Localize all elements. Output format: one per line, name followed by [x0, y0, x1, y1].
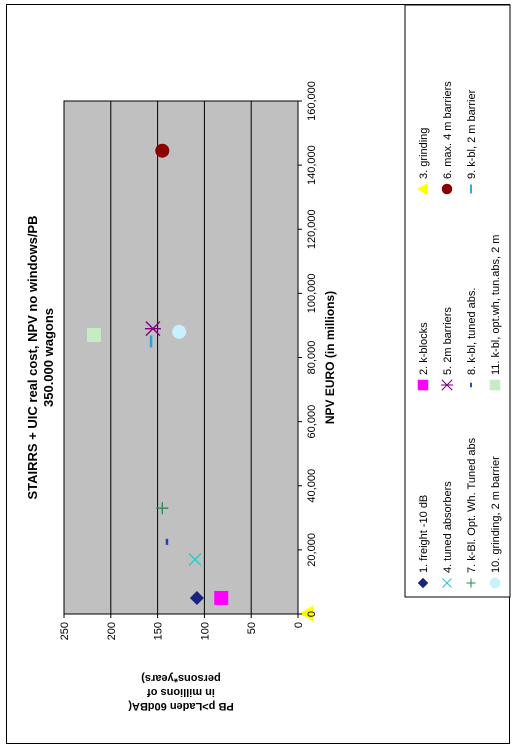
legend-marker — [417, 183, 428, 195]
chart-title: STAIRRS + UIC real cost, NPV no windows/… — [25, 215, 40, 499]
legend-marker — [441, 379, 453, 391]
legend-entry-10: 10. grinding, 2 m barrier — [489, 456, 502, 589]
legend-label: 6. max. 4 m barriers — [442, 81, 454, 179]
legend-label: 10. grinding, 2 m barrier — [490, 456, 502, 573]
x-tick-label: 160,000 — [306, 81, 318, 121]
data-point-2 — [214, 590, 229, 605]
y-tick-label: 50 — [246, 622, 258, 634]
y-axis-label: PB p>Laden 60dBA(in millions ofpersons*y… — [128, 672, 234, 712]
legend-entry-7: 7. k-Bl. Opt. Wh. Tuned abs — [466, 437, 478, 588]
legend-entry-1: 1. freight -10 dB — [417, 495, 430, 589]
data-point-10 — [172, 324, 187, 339]
data-point-11 — [86, 328, 101, 343]
data-markers — [86, 143, 314, 622]
y-tick-label: 150 — [153, 622, 165, 640]
legend-entry-9: 9. k-bl, 2 m barrier — [466, 89, 478, 194]
x-tick-label: 0 — [306, 611, 318, 617]
chart-subtitle: 350.000 wagons — [41, 308, 56, 407]
legend-marker — [489, 379, 501, 391]
data-point-4 — [188, 552, 202, 567]
x-axis-label: NPV EURO (in millions) — [323, 291, 337, 424]
x-tick-label: 20,000 — [306, 533, 318, 567]
legend-marker — [441, 183, 453, 195]
y-axis-ticks: 0 50 100 150 200 250 — [59, 614, 305, 640]
legend-label: 5. 2m barriers — [442, 307, 454, 375]
data-point-1 — [189, 590, 204, 605]
x-tick-label: 40,000 — [306, 469, 318, 503]
x-tick-label: 80,000 — [306, 341, 318, 375]
legend-entry-3: 3. grinding — [417, 128, 430, 195]
legend-label: 7. k-Bl. Opt. Wh. Tuned abs — [466, 437, 478, 573]
legend-marker — [466, 578, 476, 588]
plot-area — [63, 100, 299, 615]
x-axis-ticks: 0 20,000 40,000 60,000 80,000 100,000 120,000 1… — [298, 81, 318, 617]
legend-entry-4: 4. tuned absorbers — [442, 481, 454, 588]
x-tick-label: 140,000 — [306, 145, 318, 185]
legend-label: 3. grinding — [418, 128, 430, 179]
legend-entry-2: 2. k-blocks — [417, 322, 430, 391]
y-tick-label: 250 — [59, 622, 71, 640]
y-tick-label: 100 — [199, 622, 211, 640]
legend-marker — [417, 379, 429, 391]
y-tick-label: 0 — [293, 622, 305, 628]
legend-entry-5: 5. 2m barriers — [441, 307, 454, 391]
y-tick-label: 200 — [106, 622, 118, 640]
y-axis-label-text: PB p>Laden 60dBA(in millions ofpersons*y… — [128, 672, 234, 712]
data-point-5 — [144, 321, 161, 337]
x-tick-label: 120,000 — [306, 209, 318, 249]
legend-label: 8. k-bl, tuned abs. — [466, 288, 478, 375]
legend-entry-8: 8. k-bl, tuned abs. — [466, 288, 478, 388]
legend — [404, 4, 511, 598]
legend-entry-6: 6. max. 4 m barriers — [441, 81, 454, 195]
data-point-3 — [299, 605, 314, 622]
legend-label: 1. freight -10 dB — [418, 495, 430, 573]
data-point-6 — [155, 143, 170, 158]
legend-marker — [489, 577, 501, 589]
legend-entries: 1. freight -10 dB 2. k-blocks 3. grinding 4… — [417, 81, 502, 589]
chart-rotated-group: 0 20,000 40,000 60,000 80,000 100,000 120,000 1… — [25, 4, 511, 712]
legend-entry-11: 11. k-bl, opt.wh, tun.abs, 2 m — [489, 235, 502, 391]
data-point-7 — [156, 502, 169, 515]
legend-label: 4. tuned absorbers — [442, 481, 454, 573]
x-tick-label: 100,000 — [306, 273, 318, 313]
legend-marker — [417, 577, 429, 589]
x-tick-label: 60,000 — [306, 405, 318, 439]
gridlines — [110, 101, 252, 614]
legend-label: 11. k-bl, opt.wh, tun.abs, 2 m — [490, 235, 502, 375]
legend-label: 2. k-blocks — [418, 322, 430, 375]
legend-marker — [442, 578, 452, 588]
legend-label: 9. k-bl, 2 m barrier — [466, 89, 478, 179]
